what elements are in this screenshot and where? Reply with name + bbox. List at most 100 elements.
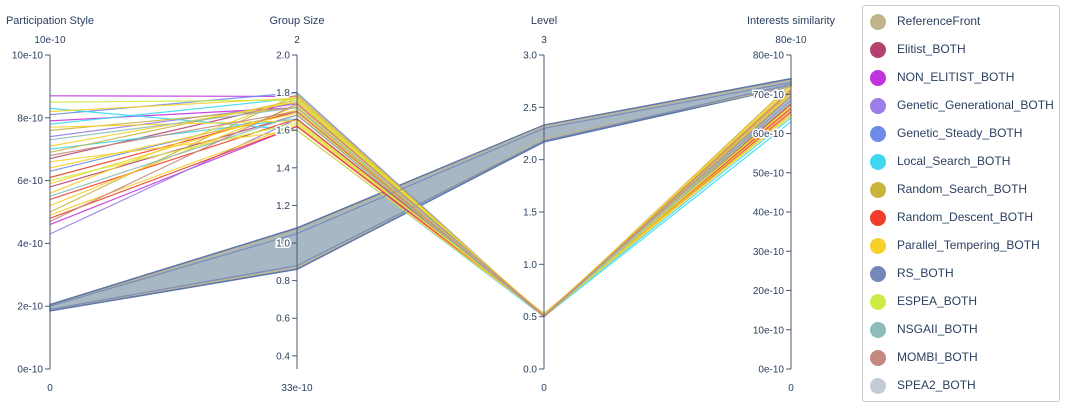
legend-swatch [870, 98, 886, 114]
axis-tick-label: 2.0 [523, 155, 537, 166]
axis-3[interactable]: Level 3 0 0.0 0.5 1.0 1.5 2.0 2.5 3.0 [522, 15, 558, 394]
legend-swatch [870, 182, 886, 198]
legend-label: ESPEA_BOTH [897, 294, 978, 308]
legend-item-elitist-both[interactable]: Elitist_BOTH [863, 39, 1059, 61]
axis-top-label: 3 [541, 35, 547, 46]
axis-tick-label: 10e-10 [12, 51, 44, 62]
axis-top-label: 10e-10 [34, 35, 66, 46]
axes-layer: Participation Style 10e-10 0 0e-10 2e-10 4e-1… [6, 15, 836, 394]
axis-tick-label: 8e-10 [17, 113, 43, 124]
legend-swatch [870, 42, 886, 58]
axis-tick-label: 0.6 [276, 314, 290, 325]
legend-swatch [870, 266, 886, 282]
legend-swatch [870, 70, 886, 86]
legend-swatch [870, 126, 886, 142]
legend-label: NON_ELITIST_BOTH [897, 70, 1015, 84]
axis-tick-label: 1.0 [276, 239, 290, 250]
legend-item-espea-both[interactable]: ESPEA_BOTH [863, 291, 1059, 313]
legend-item-random-descent-both[interactable]: Random_Descent_BOTH [863, 207, 1059, 229]
axis-tick-label: 0.4 [276, 351, 290, 362]
legend-swatch [870, 14, 886, 30]
axis-tick-label: 70e-10 [753, 90, 785, 101]
series-line-nsgaii-both [49, 101, 792, 318]
axis-tick-label: 0.0 [523, 365, 537, 376]
axis-tick-label: 1.5 [523, 208, 537, 219]
series-line-referencefront [49, 79, 792, 307]
axis-bottom-label: 0 [541, 383, 547, 394]
legend-swatch [870, 378, 886, 394]
legend-swatch [870, 238, 886, 254]
legend-label: Elitist_BOTH [897, 42, 966, 56]
axis-tick-label: 40e-10 [753, 208, 785, 219]
axis-tick-label: 1.2 [276, 201, 290, 212]
axis-tick-label: 0e-10 [758, 365, 784, 376]
series-line-parallel-tempering-both [49, 113, 792, 317]
axis-tick-label: 60e-10 [753, 129, 785, 140]
series-line-mombi-both [49, 95, 792, 317]
legend-item-mombi-both[interactable]: MOMBI_BOTH [863, 347, 1059, 369]
axis-title: Level [531, 15, 557, 27]
axis-tick-label: 10e-10 [753, 325, 785, 336]
axis-bottom-label: 0 [788, 383, 794, 394]
legend-label: Local_Search_BOTH [897, 154, 1011, 168]
axis-bottom-label: 33e-10 [281, 383, 313, 394]
axis-top-label: 2 [294, 35, 300, 46]
series-line-espea-both [49, 105, 792, 316]
legend: ReferenceFront Elitist_BOTH NON_ELITIST_BO… [862, 5, 1060, 402]
axis-tick-label: 30e-10 [753, 247, 785, 258]
axis-tick-label: 80e-10 [753, 51, 785, 62]
legend-item-nsgaii-both[interactable]: NSGAII_BOTH [863, 319, 1059, 341]
legend-item-spea2-both[interactable]: SPEA2_BOTH [863, 375, 1059, 397]
axis-tick-label: 50e-10 [753, 168, 785, 179]
axis-tick-label: 1.4 [276, 163, 290, 174]
legend-label: Random_Search_BOTH [897, 182, 1028, 196]
axis-tick-label: 20e-10 [753, 286, 785, 297]
legend-swatch [870, 210, 886, 226]
legend-label: ReferenceFront [897, 14, 981, 28]
axis-tick-label: 0e-10 [17, 365, 43, 376]
axis-tick-label: 3.0 [523, 51, 537, 62]
axis-tick-label: 2.5 [523, 103, 537, 114]
axis-tick-label: 2.0 [276, 51, 290, 62]
legend-item-genetic-steady-both[interactable]: Genetic_Steady_BOTH [863, 123, 1059, 145]
legend-item-genetic-generational-both[interactable]: Genetic_Generational_BOTH [863, 95, 1059, 117]
legend-item-parallel-tempering-both[interactable]: Parallel_Tempering_BOTH [863, 235, 1059, 257]
axis-tick-label: 6e-10 [17, 176, 43, 187]
parallel-coordinates-plot: Participation Style 10e-10 0 0e-10 2e-10 4e-1… [6, 15, 836, 394]
axis-title: Participation Style [6, 15, 94, 27]
legend-swatch [870, 350, 886, 366]
series-line-rs-both [49, 83, 792, 310]
axis-top-label: 80e-10 [775, 35, 807, 46]
axis-1[interactable]: Participation Style 10e-10 0 0e-10 2e-10 4e-1… [6, 15, 94, 394]
axis-4[interactable]: Interests similarity 80e-10 0 0e-10 10e-10 20… [747, 15, 836, 394]
series-line-parallel-tempering-both [49, 105, 792, 318]
legend-item-rs-both[interactable]: RS_BOTH [863, 263, 1059, 285]
legend-item-random-search-both[interactable]: Random_Search_BOTH [863, 179, 1059, 201]
legend-item-local-search-both[interactable]: Local_Search_BOTH [863, 151, 1059, 173]
axis-title: Interests similarity [747, 15, 836, 27]
axis-tick-label: 2e-10 [17, 302, 43, 313]
legend-label: SPEA2_BOTH [897, 378, 976, 392]
axis-tick-label: 1.0 [523, 260, 537, 271]
legend-label: RS_BOTH [897, 266, 954, 280]
series-line-random-search-both [49, 83, 792, 318]
axis-tick-label: 1.6 [276, 126, 290, 137]
series-line-parallel-tempering-both [49, 85, 792, 318]
legend-label: NSGAII_BOTH [897, 322, 978, 336]
axis-bottom-label: 0 [47, 383, 53, 394]
legend-label: Random_Descent_BOTH [897, 210, 1034, 224]
lines-layer [49, 77, 792, 318]
axis-title: Group Size [269, 15, 324, 27]
axis-tick-label: 0.8 [276, 276, 290, 287]
legend-item-non-elitist-both[interactable]: NON_ELITIST_BOTH [863, 67, 1059, 89]
series-line-mombi-both [49, 89, 792, 318]
series-line-nsgaii-both [49, 97, 792, 317]
legend-swatch [870, 154, 886, 170]
legend-item-referencefront[interactable]: ReferenceFront [863, 11, 1059, 33]
axis-2[interactable]: Group Size 2 33e-10 0.4 0.6 0.8 1.0 1.2 1.4 1.6 1.… [269, 15, 324, 394]
legend-label: MOMBI_BOTH [897, 350, 978, 364]
legend-swatch [870, 322, 886, 338]
legend-label: Genetic_Steady_BOTH [897, 126, 1023, 140]
axis-tick-label: 0.5 [523, 312, 537, 323]
